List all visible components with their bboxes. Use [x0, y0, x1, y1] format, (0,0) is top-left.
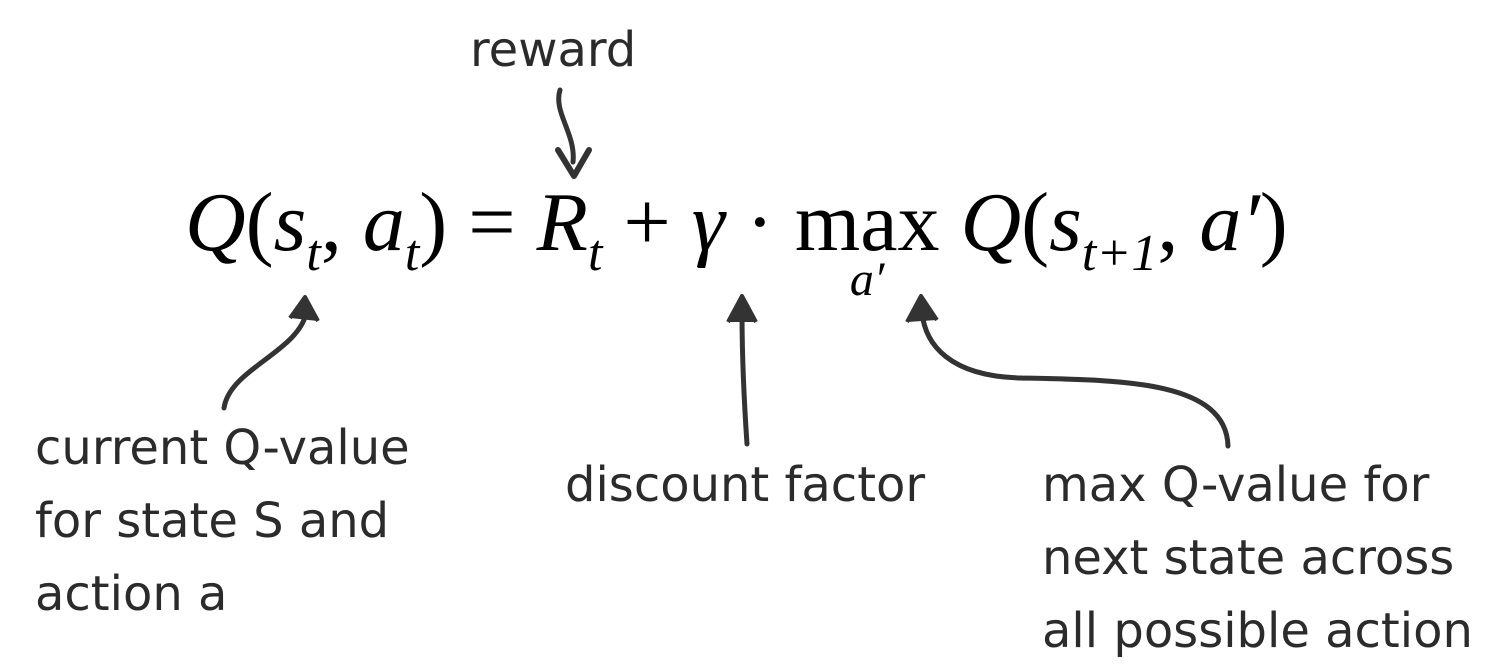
- eq-sub-t1: t+1: [1081, 225, 1158, 282]
- reward-arrowhead: [555, 147, 592, 179]
- eq-q: Q: [185, 176, 246, 269]
- discount-arrowhead: [726, 294, 758, 323]
- eq-s: s: [273, 176, 307, 269]
- eq-gamma: γ: [691, 176, 725, 269]
- eq-sub-t-3: t: [587, 225, 603, 282]
- next-max-line-2: next state across: [1042, 530, 1455, 586]
- current-q-line-1: current Q-value: [35, 420, 410, 476]
- next-max-arrowhead: [905, 294, 939, 323]
- reward-label: reward: [470, 22, 637, 78]
- eq-comma-2: ,: [1157, 176, 1179, 269]
- next-max-label: max Q-value for next state across all po…: [1042, 449, 1473, 668]
- current-q-arrow: [221, 307, 310, 411]
- reward-arrow: [556, 87, 576, 165]
- next-max-line-1: max Q-value for: [1042, 457, 1430, 513]
- discount-arrow: [739, 309, 750, 447]
- eq-open-2: (: [1021, 176, 1050, 269]
- next-max-line-3: all possible action: [1042, 603, 1473, 659]
- eq-max-sub: a′: [849, 253, 885, 306]
- eq-max-text: max: [794, 176, 940, 269]
- eq-a: a: [362, 176, 405, 269]
- bellman-equation: Q(st, at) = Rt + γ · max a′ Q(st+1, a′): [185, 168, 1288, 304]
- eq-close-2: ): [1259, 176, 1288, 269]
- eq-open: (: [245, 176, 274, 269]
- current-q-line-3: action a: [35, 566, 228, 622]
- eq-r: R: [536, 176, 588, 269]
- eq-sub-t-2: t: [404, 225, 420, 282]
- eq-dot: ·: [745, 176, 774, 269]
- eq-a-prime: a′: [1199, 176, 1260, 269]
- eq-s-next: s: [1049, 176, 1082, 269]
- eq-q-next: Q: [960, 176, 1022, 269]
- eq-equals: =: [468, 176, 516, 269]
- discount-label: discount factor: [565, 457, 926, 513]
- eq-plus: +: [623, 176, 671, 269]
- next-max-arrow: [919, 309, 1231, 449]
- eq-sub-t: t: [306, 225, 321, 282]
- eq-close: ): [419, 176, 448, 269]
- eq-max: max a′: [794, 168, 940, 304]
- current-q-label: current Q-value for state S and action a: [35, 412, 410, 631]
- current-q-line-2: for state S and: [35, 493, 390, 549]
- eq-comma: ,: [320, 176, 342, 269]
- current-q-arrowhead: [288, 295, 320, 322]
